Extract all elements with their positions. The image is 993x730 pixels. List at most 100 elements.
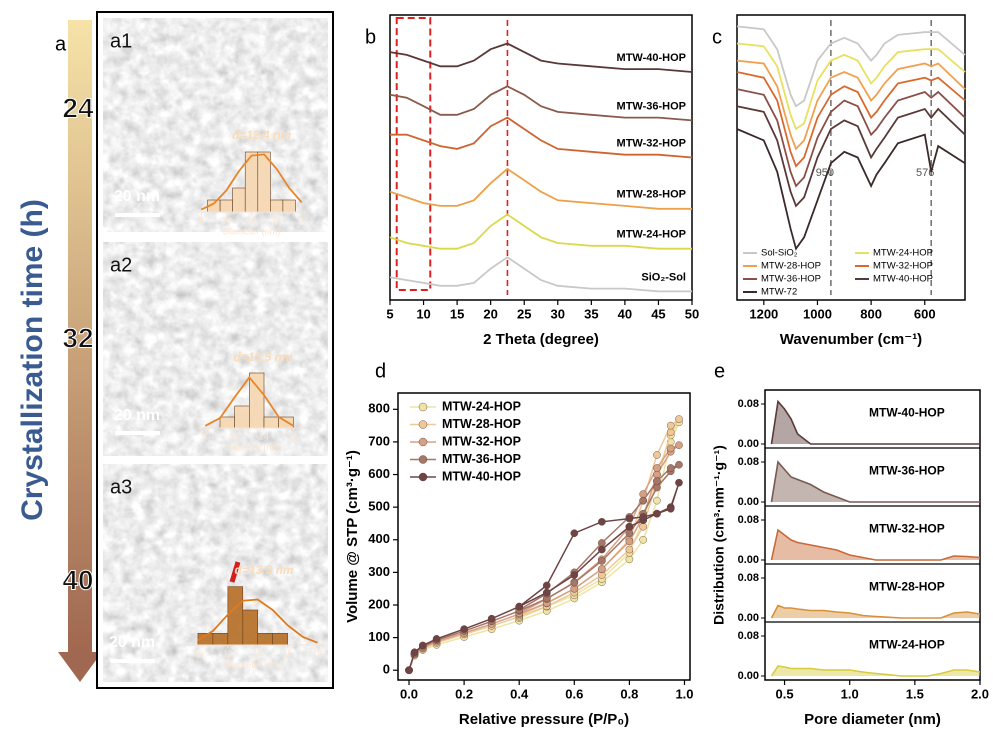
x-tick-label: 12 xyxy=(230,431,240,441)
reference-label: 576 xyxy=(916,167,934,179)
x-tick-label: 14 xyxy=(272,215,282,225)
series-line xyxy=(389,213,692,250)
x-tick-label: 0.8 xyxy=(620,686,638,701)
series-line xyxy=(389,85,693,122)
x-tick-label: 50 xyxy=(685,306,699,321)
data-point xyxy=(675,441,683,449)
data-point xyxy=(570,579,579,587)
x-tick-label: 18 xyxy=(313,648,323,658)
plot-frame xyxy=(397,392,691,681)
y-tick-label: 0.08 xyxy=(738,398,759,410)
x-tick-label: 1.5 xyxy=(906,686,924,701)
data-point xyxy=(570,529,579,538)
series-label: MTW-36-HOP xyxy=(869,463,945,477)
plot-frame xyxy=(736,14,966,301)
legend-label: MTW-36-HOP xyxy=(761,274,821,285)
x-tick-label: 16 xyxy=(283,648,293,658)
x-tick-label: 1200 xyxy=(749,306,778,321)
data-point xyxy=(487,614,496,623)
area-fill xyxy=(771,401,980,444)
series-label: MTW-24-HOP xyxy=(617,229,686,241)
histogram-bar xyxy=(212,633,229,646)
data-point xyxy=(675,415,683,423)
series-line xyxy=(390,116,693,159)
series-label: MTW-40-HOP xyxy=(617,52,686,64)
x-tick-label: 8 xyxy=(199,215,204,225)
series-line xyxy=(736,25,966,108)
x-tick-label: 12 xyxy=(223,648,233,658)
x-tick-label: 20 xyxy=(483,306,497,321)
area-line xyxy=(770,399,980,445)
data-point xyxy=(460,625,468,633)
histogram-bar xyxy=(270,199,284,213)
x-axis-title: Pore diameter (nm) xyxy=(804,711,941,728)
series-label: SiO₂-Sol xyxy=(641,271,686,283)
area-line xyxy=(770,528,981,561)
data-point xyxy=(653,496,661,505)
area-line xyxy=(770,460,980,503)
x-tick-label: 14 xyxy=(259,431,269,441)
time-label: 40 xyxy=(62,564,93,595)
y-tick-label: 400 xyxy=(368,531,390,546)
data-point xyxy=(666,504,675,513)
time-label: 24 xyxy=(62,92,94,123)
series-line xyxy=(736,105,966,208)
x-tick-label: 5 xyxy=(386,306,393,321)
data-point xyxy=(625,514,634,523)
y-tick-label: 0.00 xyxy=(738,554,759,566)
data-point xyxy=(598,565,606,573)
x-tick-label: 25 xyxy=(517,306,531,321)
fit-curve xyxy=(204,375,294,427)
scale-bar-label: 20 nm xyxy=(114,407,160,424)
y-tick-label: 600 xyxy=(368,466,390,481)
y-tick-label: 300 xyxy=(368,564,390,579)
series-label: MTW-36-HOP xyxy=(617,100,686,112)
scale-bar-label: 20 nm xyxy=(109,634,155,651)
x-tick-label: 0.0 xyxy=(400,686,418,701)
y-tick-label: 0.08 xyxy=(738,514,759,526)
y-tick-label: 0.08 xyxy=(738,572,759,584)
x-axis-title: Wavenumber (cm⁻¹) xyxy=(780,331,922,348)
y-axis-title: Volume @ STP (cm³·g⁻¹) xyxy=(344,450,361,623)
y-axis-title: Distribution (cm³·nm⁻¹·g⁻¹) xyxy=(711,445,727,625)
data-point xyxy=(625,555,634,564)
data-point xyxy=(675,460,683,469)
data-point xyxy=(653,451,661,459)
hist-axis-title: Diameter (nm) xyxy=(223,226,281,236)
data-point xyxy=(570,571,579,579)
histogram-bar xyxy=(227,586,244,646)
x-tick-label: 1.0 xyxy=(841,686,859,701)
x-tick-label: 15 xyxy=(450,306,464,321)
legend-label: MTW-32-HOP xyxy=(442,434,521,448)
data-point xyxy=(675,478,683,487)
legend-marker xyxy=(418,437,428,447)
data-point xyxy=(653,464,661,472)
series-label: MTW-28-HOP xyxy=(869,579,945,593)
series-line xyxy=(736,71,966,168)
panel-label: d xyxy=(375,360,386,382)
y-tick-label: 0.00 xyxy=(738,438,759,450)
series-line xyxy=(389,42,693,73)
legend-label: MTW-72 xyxy=(761,287,797,298)
legend-label: MTW-36-HOP xyxy=(442,452,521,466)
hist-annotation: d=12.4 nm xyxy=(232,128,291,142)
histogram-bar xyxy=(219,416,235,429)
legend-label: MTW-32-HOP xyxy=(873,261,933,272)
x-tick-label: 35 xyxy=(584,306,598,321)
legend-marker xyxy=(418,472,428,482)
axis-title: Crystallization time (h) xyxy=(16,199,49,521)
histogram-bar xyxy=(282,199,296,213)
x-tick-label: 0.4 xyxy=(510,686,529,701)
legend-marker xyxy=(418,420,428,429)
tem-image xyxy=(103,18,328,232)
legend-label: MTW-24-HOP xyxy=(442,399,521,413)
data-point xyxy=(653,509,661,518)
x-tick-label: 0.2 xyxy=(455,686,473,701)
x-tick-label: 2.0 xyxy=(971,686,989,701)
series-line xyxy=(408,482,680,671)
data-point xyxy=(598,518,606,526)
data-point xyxy=(432,635,441,643)
image-label: a3 xyxy=(110,476,132,498)
series-line xyxy=(736,42,966,131)
